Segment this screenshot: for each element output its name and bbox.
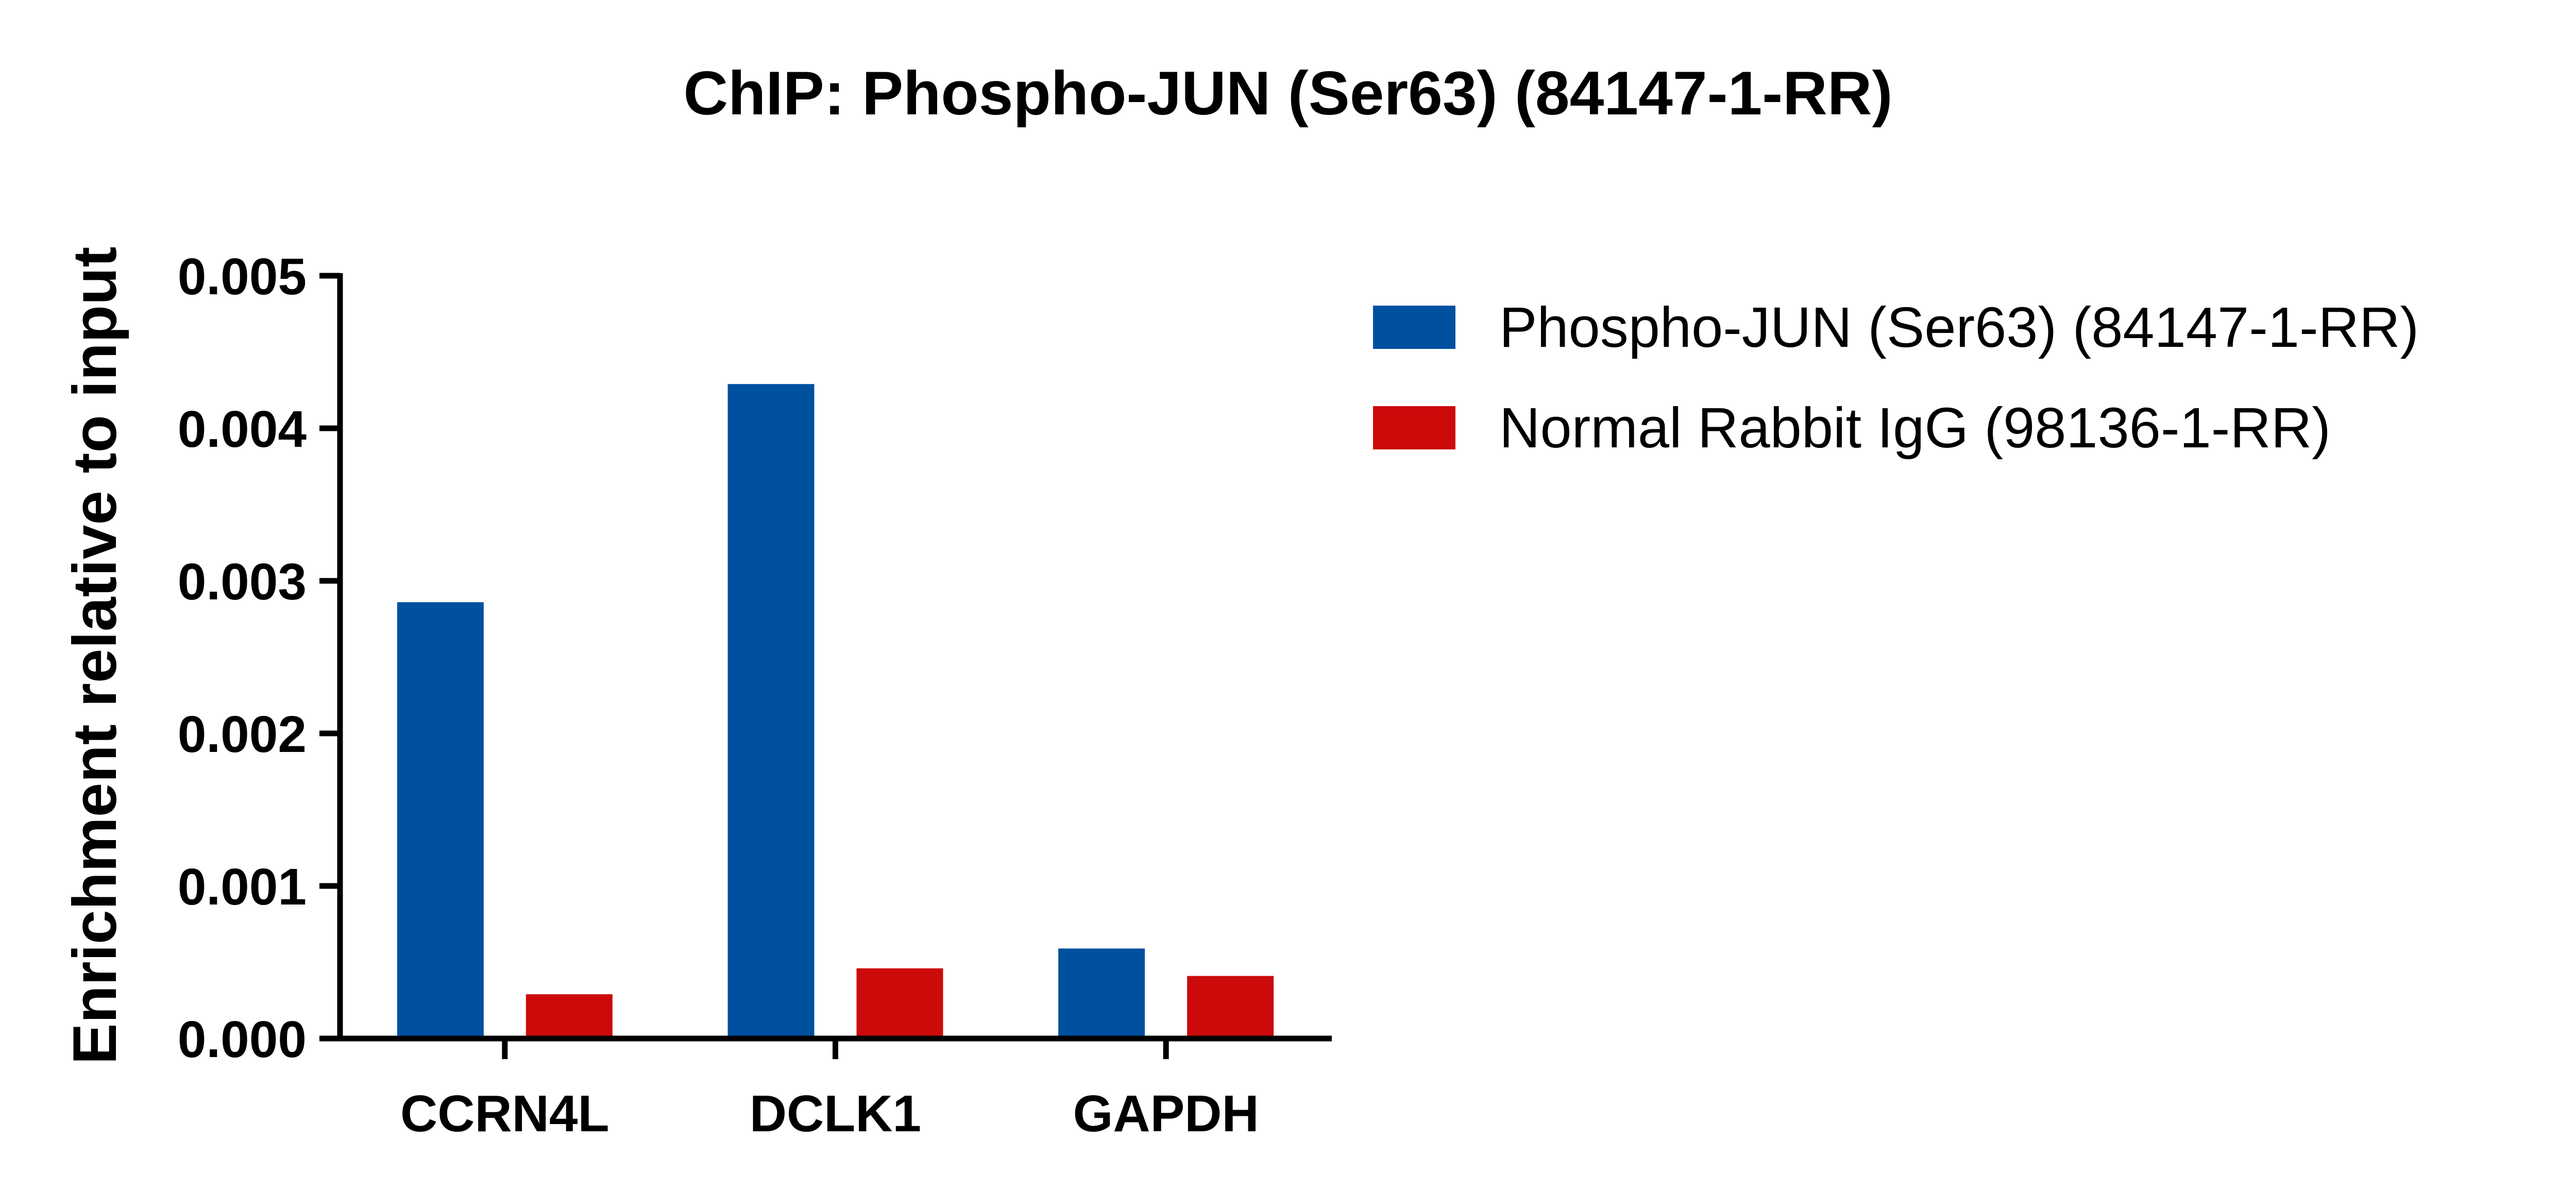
y-tick-label: 0.003 <box>178 553 307 611</box>
y-axis-ticks: 0.000 0.001 0.002 0.003 0.004 0.005 <box>178 248 340 1068</box>
y-tick-label: 0.004 <box>178 400 307 458</box>
y-tick-label: 0.002 <box>178 706 307 763</box>
bar-phospho-jun-dclk1 <box>727 384 815 1039</box>
legend: Phospho-JUN (Ser63) (84147-1-RR) Normal R… <box>1373 296 2419 460</box>
chart-title: ChIP: Phospho-JUN (Ser63) (84147-1-RR) <box>683 59 1892 128</box>
y-tick-label: 0.001 <box>178 858 307 916</box>
legend-swatch <box>1373 306 1455 349</box>
x-axis-categories: CCRN4L DCLK1 GAPDH <box>400 1039 1259 1143</box>
category-label: CCRN4L <box>400 1085 609 1143</box>
category-label: DCLK1 <box>750 1085 921 1143</box>
legend-label: Phospho-JUN (Ser63) (84147-1-RR) <box>1499 296 2419 359</box>
bar-igg-ccrn4l <box>526 994 613 1039</box>
bar-igg-gapdh <box>1187 976 1274 1039</box>
bar-phospho-jun-ccrn4l <box>397 602 484 1039</box>
category-label: GAPDH <box>1073 1085 1259 1143</box>
y-axis-label: Enrichment relative to input <box>60 247 129 1065</box>
bar-phospho-jun-gapdh <box>1058 948 1145 1039</box>
legend-swatch <box>1373 406 1455 449</box>
bars <box>397 384 1274 1039</box>
y-tick-label: 0.005 <box>178 248 307 306</box>
y-tick-label: 0.000 <box>178 1011 307 1068</box>
bar-igg-dclk1 <box>856 968 943 1039</box>
legend-label: Normal Rabbit IgG (98136-1-RR) <box>1499 396 2331 460</box>
